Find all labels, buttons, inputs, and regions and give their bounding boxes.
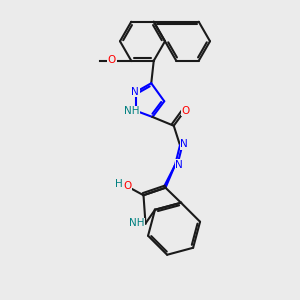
Text: N: N [175,160,183,170]
Text: NH: NH [129,218,145,229]
Text: NH: NH [124,106,139,116]
Text: H: H [115,179,122,190]
Text: O: O [124,181,132,191]
Text: O: O [182,106,190,116]
Text: O: O [108,56,116,65]
Text: N: N [180,139,188,149]
Text: N: N [131,87,139,97]
